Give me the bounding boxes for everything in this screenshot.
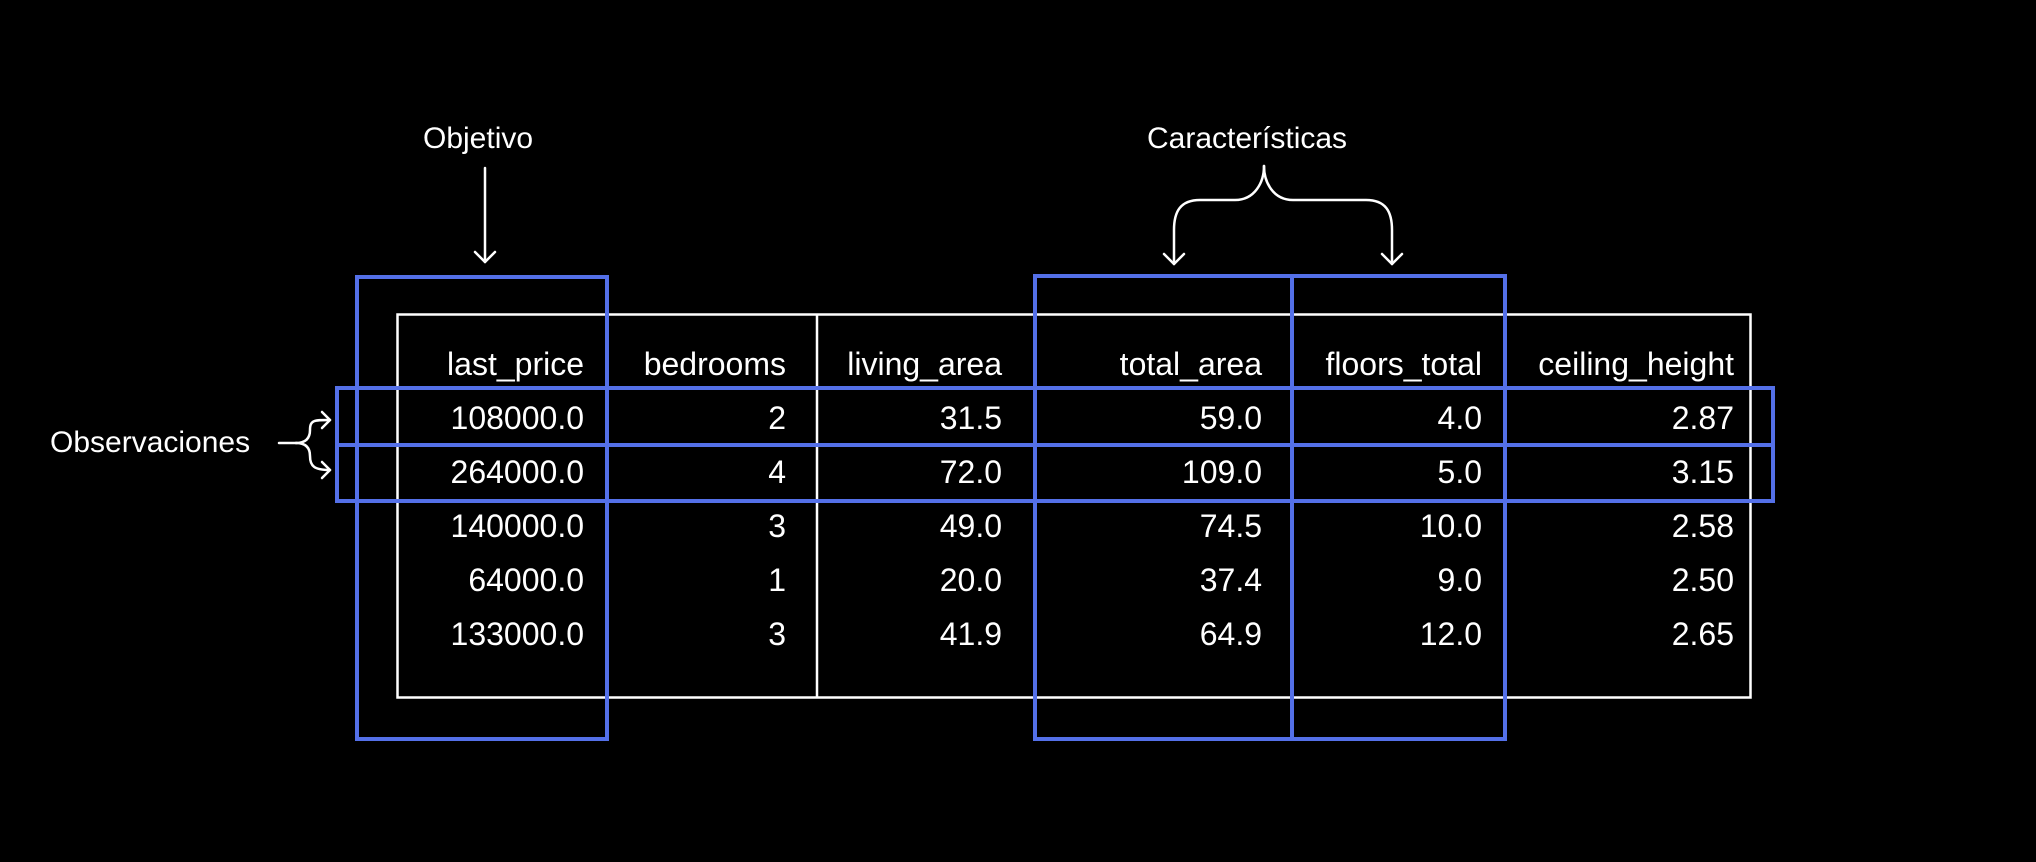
features-brace [1162,164,1404,266]
cell-last-price: 64000.0 [468,562,584,598]
cell-living-area: 31.5 [939,400,1002,436]
cell-living-area: 41.9 [939,616,1002,652]
target-column-highlight [355,275,609,741]
column-header-bedrooms: bedrooms [643,346,786,382]
column-header-ceiling-height: ceiling_height [1538,346,1734,382]
cell-last-price: 133000.0 [450,616,584,652]
cell-ceiling-height: 2.50 [1671,562,1734,598]
cell-floors-total: 4.0 [1437,400,1482,436]
cell-bedrooms: 1 [768,562,786,598]
cell-bedrooms: 3 [768,616,786,652]
cell-living-area: 72.0 [939,454,1002,490]
cell-ceiling-height: 2.87 [1671,400,1734,436]
cell-bedrooms: 3 [768,508,786,544]
cell-last-price: 108000.0 [450,400,584,436]
target-arrow [473,166,497,264]
cell-last-price: 140000.0 [450,508,584,544]
column-header-living-area: living_area [847,346,1002,382]
cell-floors-total: 5.0 [1437,454,1482,490]
observations-label: Observaciones [50,426,251,459]
cell-total-area: 37.4 [1199,562,1262,598]
cell-ceiling-height: 2.58 [1671,508,1734,544]
cell-ceiling-height: 2.65 [1671,616,1734,652]
cell-bedrooms: 2 [768,400,786,436]
cell-floors-total: 12.0 [1419,616,1482,652]
cell-living-area: 20.0 [939,562,1002,598]
cell-last-price: 264000.0 [450,454,584,490]
cell-total-area: 74.5 [1199,508,1262,544]
table-border [396,313,1752,699]
cell-ceiling-height: 3.15 [1671,454,1734,490]
column-header-last-price: last_price [447,346,584,382]
cell-total-area: 59.0 [1199,400,1262,436]
cell-total-area: 109.0 [1181,454,1262,490]
observations-brace [277,410,332,480]
column-header-total-area: total_area [1119,346,1262,382]
cell-living-area: 49.0 [939,508,1002,544]
target-label: Objetivo [423,122,534,155]
cell-bedrooms: 4 [768,454,786,490]
observation-row-2-highlight [335,443,1775,503]
cell-floors-total: 9.0 [1437,562,1482,598]
cell-floors-total: 10.0 [1419,508,1482,544]
features-label: Características [1147,122,1348,155]
cell-total-area: 64.9 [1199,616,1262,652]
feature-floors-total-highlight [1290,274,1507,741]
column-header-floors-total: floors_total [1325,346,1482,382]
